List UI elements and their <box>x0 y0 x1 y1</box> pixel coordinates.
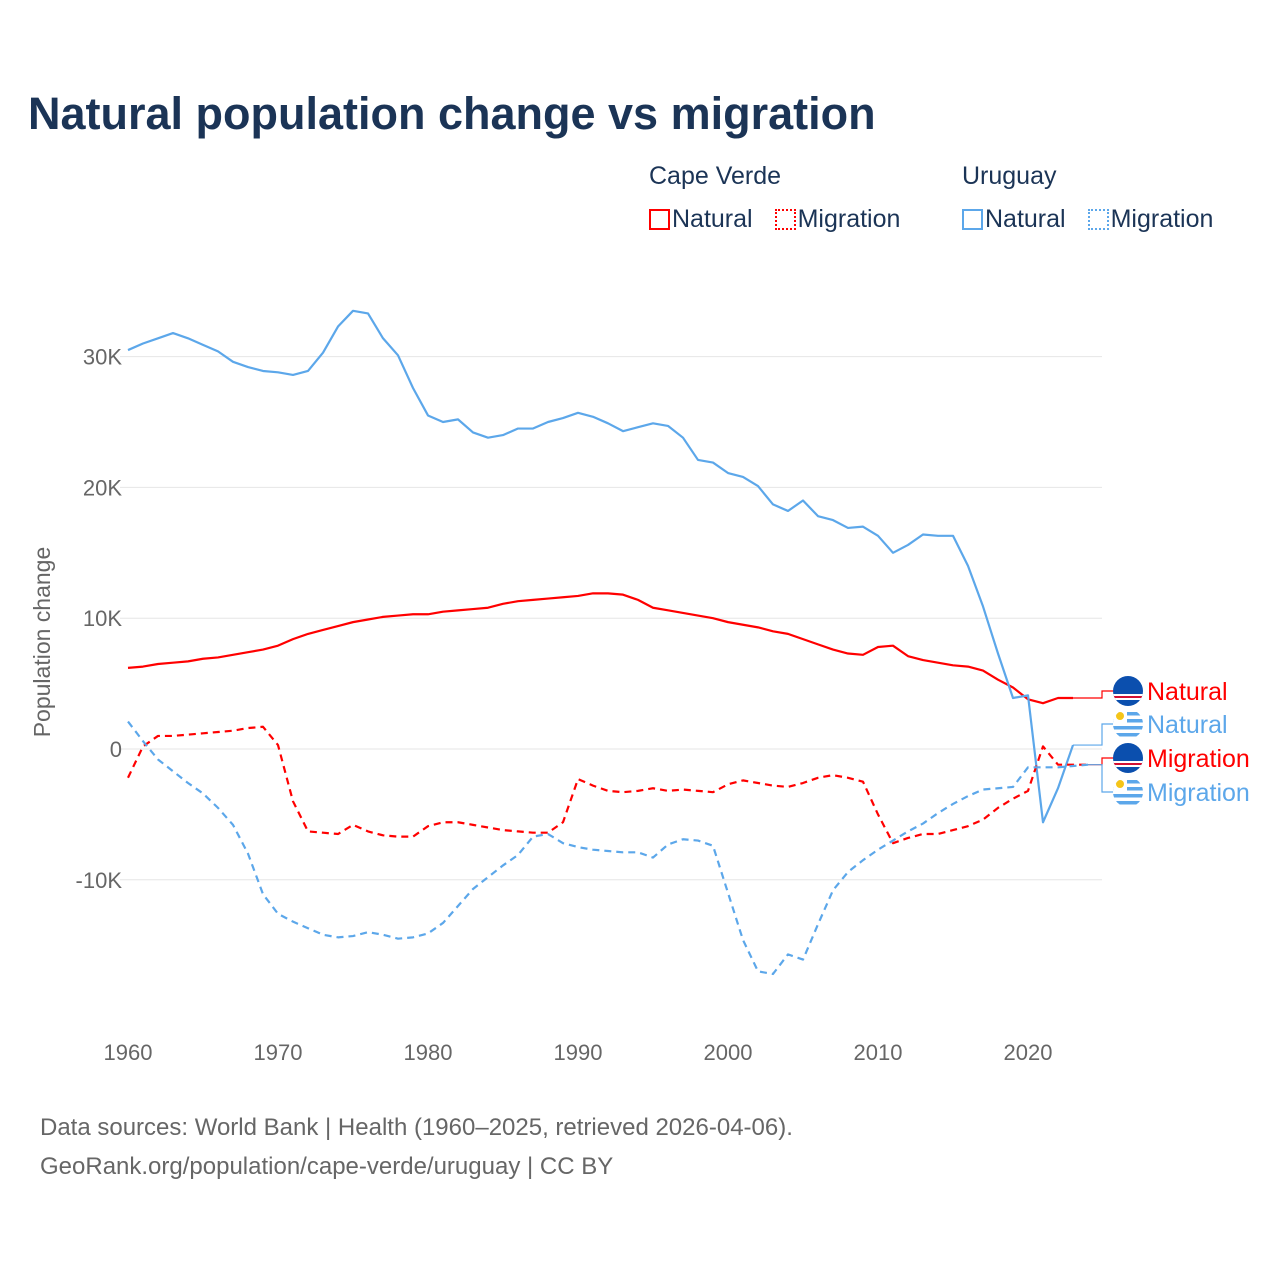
legend-country: Cape Verde <box>649 162 782 190</box>
flag-stripe <box>1113 801 1143 805</box>
legend-label: Natural <box>672 205 753 233</box>
x-tick-label: 1990 <box>554 1040 603 1065</box>
flag-body <box>1113 777 1143 807</box>
series-line-cape-verde-migration <box>127 725 1088 845</box>
chart-title: Natural population change vs migration <box>28 88 876 139</box>
flag-bg <box>1113 743 1143 773</box>
uruguay-flag-icon <box>1113 777 1143 807</box>
legend-uruguay: Uruguay Natural Migration <box>962 162 1227 234</box>
flag-stripe <box>1113 719 1143 723</box>
y-tick-label: 0 <box>110 737 122 762</box>
flag-sun <box>1116 712 1124 720</box>
cape-verde-flag-icon <box>1113 743 1143 773</box>
x-tick-label: 2020 <box>1004 1040 1053 1065</box>
flag-stripe <box>1113 787 1143 791</box>
flag-body <box>1113 709 1143 739</box>
label-connector <box>1088 764 1114 793</box>
footer-link[interactable]: GeoRank.org/population/cape-verde/urugua… <box>40 1153 614 1180</box>
x-tick-label: 1970 <box>254 1040 303 1065</box>
series-end-label: Natural <box>1147 711 1228 739</box>
y-tick-label: -10K <box>76 868 123 893</box>
footer: Data sources: World Bank | Health (1960–… <box>40 1108 793 1186</box>
y-tick-label: 30K <box>83 345 122 370</box>
series-line-uruguay-migration <box>127 720 1089 976</box>
flag-stripe <box>1113 763 1143 765</box>
flag-bg <box>1113 676 1143 706</box>
x-tick-label: 1980 <box>404 1040 453 1065</box>
legend-item-uruguay-migration[interactable]: Migration <box>1087 205 1214 234</box>
label-connector <box>1088 757 1114 766</box>
flag-stripe <box>1113 696 1143 698</box>
flag-stripe <box>1113 712 1143 716</box>
series-line-uruguay-natural <box>127 309 1075 824</box>
footer-sources: Data sources: World Bank | Health (1960–… <box>40 1114 793 1141</box>
legend-item-cape-verde-natural[interactable]: Natural <box>649 205 753 234</box>
legend-item-cape-verde-migration[interactable]: Migration <box>774 205 901 234</box>
x-tick-label: 2000 <box>704 1040 753 1065</box>
flag-stripe <box>1113 794 1143 798</box>
series-end-label: Natural <box>1147 678 1228 706</box>
series-end-label: Migration <box>1147 745 1250 773</box>
flag-body <box>1113 743 1143 773</box>
x-tick-label: 2010 <box>854 1040 903 1065</box>
flag-stripe <box>1113 780 1143 784</box>
uruguay-flag-icon <box>1113 709 1143 739</box>
legend-label: Migration <box>1110 205 1214 233</box>
label-connector <box>1073 723 1114 746</box>
legend-label: Natural <box>985 205 1066 233</box>
legend-country: Uruguay <box>962 162 1057 190</box>
flag-body <box>1113 676 1143 706</box>
flag-sun <box>1116 780 1124 788</box>
y-tick-label: 10K <box>83 606 122 631</box>
legend-swatch <box>1087 209 1109 230</box>
y-tick-label: 20K <box>83 475 122 500</box>
series-line-cape-verde-natural <box>127 592 1073 705</box>
y-axis-label: Population change <box>29 547 55 738</box>
series-end-label: Migration <box>1147 779 1250 807</box>
cape-verde-flag-icon <box>1113 676 1143 706</box>
flag-stripe <box>1113 733 1143 737</box>
flag-stripe <box>1113 726 1143 730</box>
legend-label: Migration <box>797 205 901 233</box>
legend-cape-verde: Cape Verde Natural Migration <box>649 162 914 234</box>
legend-swatch <box>774 209 796 230</box>
legend-swatch <box>649 209 670 230</box>
label-connector <box>1073 690 1114 699</box>
legend-swatch <box>962 209 983 230</box>
legend-item-uruguay-natural[interactable]: Natural <box>962 205 1066 234</box>
x-tick-label: 1960 <box>104 1040 153 1065</box>
